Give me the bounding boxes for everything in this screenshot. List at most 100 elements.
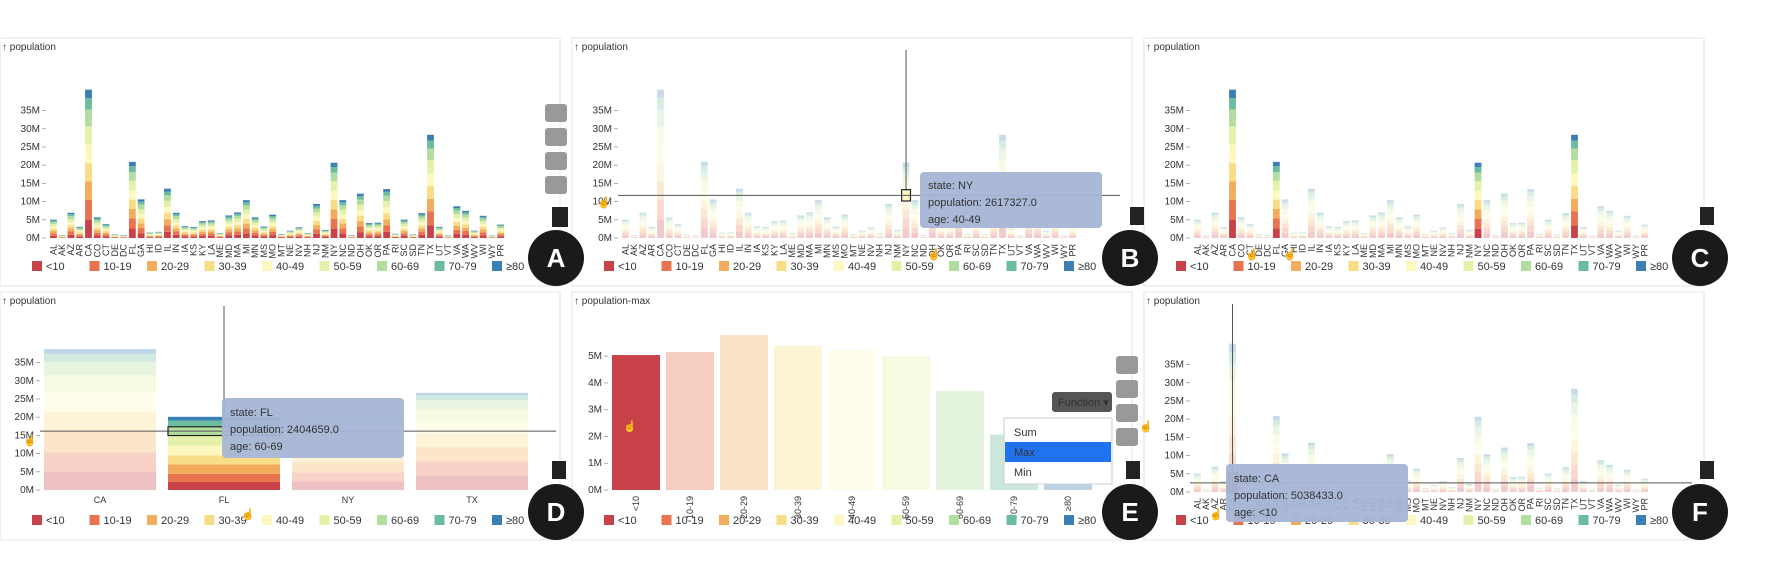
bar-segment-mo (1413, 486, 1421, 490)
bar-segment-pr (497, 226, 505, 228)
bar-segment-oh (1500, 486, 1508, 492)
bar-segment-ok (365, 226, 373, 229)
x-tick-label: WI (478, 244, 488, 255)
y-axis-title: ↑ population-max (574, 296, 650, 307)
redo-icon[interactable] (1116, 380, 1138, 398)
expand-icon[interactable] (1700, 207, 1714, 225)
bar-segment-ia (753, 227, 761, 230)
bar-segment-ma (1378, 225, 1385, 229)
function-button[interactable] (1052, 392, 1112, 412)
legend-label: 30-39 (791, 515, 819, 527)
bar-segment-ks (762, 226, 770, 228)
refresh-icon[interactable] (1116, 356, 1138, 374)
bar-segment-az (67, 214, 75, 217)
panel-badge-a (528, 230, 584, 286)
bar-segment-oh (356, 221, 364, 227)
bar-segment-oh (356, 210, 364, 216)
bar-segment-al (50, 222, 57, 225)
bar-segment-id (727, 236, 735, 238)
bar-segment-tn (418, 222, 426, 226)
bar-segment-pa (1527, 473, 1535, 480)
bar-segment-nh (304, 233, 312, 235)
legend-swatch (319, 515, 330, 525)
bar-segment-oh (1500, 232, 1508, 238)
bar-segment-sc (400, 222, 408, 225)
x-tick-label: NJ (1455, 244, 1465, 255)
bar-segment-mi (814, 214, 822, 219)
x-tick-label: AZ (66, 244, 76, 256)
x-tick-label: AK (57, 244, 67, 256)
bar-segment-mo (1413, 477, 1421, 481)
bar-segment-va (1597, 479, 1605, 484)
refresh-icon[interactable] (545, 104, 567, 122)
bar-segment-hi (146, 237, 154, 238)
bar-segment-ia (753, 226, 761, 227)
anchor-icon[interactable] (545, 176, 567, 194)
bar-segment-ar (648, 232, 656, 234)
bar-segment-wi (1623, 478, 1631, 481)
bar-segment-fl (1272, 161, 1280, 167)
x-tick-label: SD (1552, 498, 1562, 511)
bar-segment-mi (242, 202, 250, 206)
bar-segment-tx (416, 433, 528, 448)
bar-segment-al (1194, 478, 1201, 481)
expand-icon[interactable] (1700, 461, 1714, 479)
bar-segment-mi (1386, 218, 1394, 224)
bar-segment-hi (718, 234, 726, 236)
bar-segment-ar (1220, 490, 1228, 492)
bar-segment-tx (427, 211, 434, 226)
bar-segment-id (727, 237, 735, 238)
bar-segment-co (1237, 235, 1245, 238)
bar-segment-hi (1290, 234, 1298, 236)
bar-segment-mo (269, 223, 277, 227)
expand-icon[interactable] (1130, 207, 1144, 225)
legend-swatch (604, 261, 614, 271)
legend-label: 50-59 (1478, 515, 1506, 527)
anchor-icon[interactable] (1116, 428, 1138, 446)
bar-segment-pr (1641, 479, 1649, 481)
bar-segment-nh (304, 237, 312, 238)
x-tick-label: CA (83, 244, 93, 257)
expand-icon[interactable] (552, 207, 568, 227)
bar-segment-ms (832, 235, 840, 237)
bar-segment-oh (1500, 447, 1508, 451)
minimize-icon[interactable] (545, 152, 567, 170)
bar-segment-ct (1246, 232, 1254, 235)
bar-segment-id (727, 232, 735, 234)
bar-segment-wv (1614, 233, 1622, 235)
bar-segment-id (727, 234, 735, 236)
y-tick-label: 5M (588, 351, 602, 362)
bar-segment-al (50, 220, 57, 223)
bar-segment-ga (1281, 455, 1289, 459)
bar-segment-ny (1474, 453, 1482, 464)
legend-swatch (1176, 515, 1186, 525)
bar-segment-ok (1509, 228, 1517, 231)
bar-segment-mo (1413, 480, 1421, 484)
bar-segment-md (225, 215, 233, 217)
legend-swatch (1463, 261, 1474, 271)
menu-item-selected[interactable] (1005, 442, 1111, 462)
x-tick-label: IN (743, 244, 753, 253)
bar-segment-ny (1474, 228, 1482, 238)
expand-icon[interactable] (552, 461, 566, 479)
bar-segment-me (1360, 236, 1368, 237)
bar-segment-ne (858, 231, 866, 232)
bar-segment-nm (893, 231, 901, 232)
bar-segment-in (172, 222, 180, 226)
x-tick-label: NM (1464, 244, 1474, 258)
minimize-icon[interactable] (1116, 404, 1138, 422)
bar-segment-nj (885, 208, 892, 213)
bar-segment-az (639, 228, 647, 232)
x-tick-label: RI (962, 244, 972, 253)
redo-icon[interactable] (545, 128, 567, 146)
bar-segment-wa (462, 210, 469, 213)
bar-segment-ia (753, 234, 761, 237)
bar-segment-ks (1334, 233, 1342, 236)
expand-icon[interactable] (1126, 461, 1140, 479)
bar-segment-al (1194, 226, 1201, 229)
x-tick-label: CO (1236, 244, 1246, 258)
bar-segment-wi (1623, 221, 1631, 225)
legend-label: <10 (618, 515, 637, 527)
bar-segment-hi (718, 233, 726, 234)
x-tick-label: FL (1271, 244, 1281, 255)
